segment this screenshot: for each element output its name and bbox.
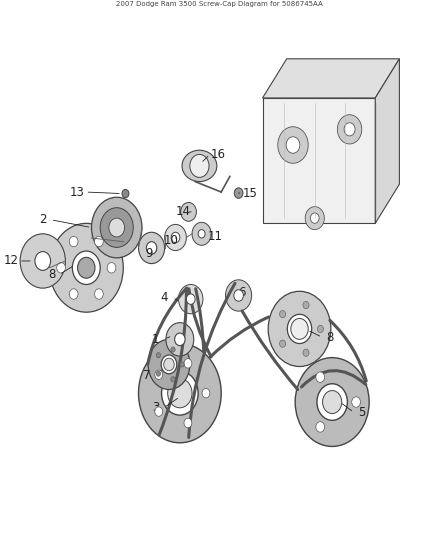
Circle shape (35, 252, 51, 270)
Circle shape (162, 371, 198, 415)
Circle shape (202, 389, 210, 398)
Polygon shape (262, 98, 375, 223)
Circle shape (311, 213, 319, 223)
Text: 5: 5 (358, 406, 365, 419)
Circle shape (156, 353, 161, 358)
Text: 13: 13 (70, 185, 85, 198)
Text: 15: 15 (243, 187, 258, 199)
Text: 9: 9 (146, 247, 153, 260)
Text: 11: 11 (208, 230, 223, 243)
Circle shape (344, 123, 355, 136)
Text: 7: 7 (144, 369, 151, 382)
Circle shape (95, 236, 103, 247)
Text: 14: 14 (176, 205, 191, 219)
Circle shape (109, 218, 124, 237)
Circle shape (148, 340, 190, 390)
Circle shape (57, 263, 65, 273)
Circle shape (78, 257, 95, 278)
Circle shape (138, 344, 221, 443)
Circle shape (95, 289, 103, 299)
Text: 12: 12 (4, 254, 18, 268)
Circle shape (287, 314, 312, 344)
Circle shape (171, 232, 180, 243)
Circle shape (190, 155, 209, 177)
Circle shape (107, 216, 126, 239)
Circle shape (165, 224, 187, 251)
Circle shape (69, 289, 78, 299)
Circle shape (226, 280, 252, 311)
Circle shape (323, 391, 342, 414)
Circle shape (352, 397, 360, 407)
Circle shape (337, 115, 362, 144)
Circle shape (316, 372, 325, 382)
Circle shape (171, 377, 175, 382)
Circle shape (171, 347, 175, 352)
Circle shape (72, 251, 100, 285)
Circle shape (155, 407, 162, 416)
Text: 8: 8 (326, 331, 334, 344)
Circle shape (175, 333, 185, 345)
Title: 2007 Dodge Ram 3500 Screw-Cap Diagram for 5086745AA: 2007 Dodge Ram 3500 Screw-Cap Diagram fo… (116, 2, 322, 7)
Circle shape (179, 285, 203, 314)
Text: 1: 1 (152, 333, 160, 346)
Polygon shape (375, 59, 399, 223)
Circle shape (138, 232, 165, 264)
Text: 4: 4 (161, 291, 168, 304)
Circle shape (164, 358, 174, 370)
Circle shape (278, 127, 308, 163)
Circle shape (184, 359, 192, 368)
Text: 3: 3 (152, 401, 159, 414)
Circle shape (295, 358, 369, 447)
Circle shape (268, 292, 331, 367)
Circle shape (100, 208, 133, 247)
Circle shape (291, 318, 308, 340)
Circle shape (49, 223, 123, 312)
Ellipse shape (182, 150, 217, 182)
Circle shape (279, 311, 286, 318)
Polygon shape (262, 59, 399, 98)
Circle shape (234, 290, 244, 301)
Circle shape (305, 207, 324, 230)
Circle shape (168, 378, 192, 408)
Text: 16: 16 (210, 148, 225, 161)
Circle shape (92, 197, 142, 258)
Circle shape (180, 362, 184, 367)
Circle shape (184, 418, 192, 427)
Text: 8: 8 (48, 268, 55, 281)
Circle shape (107, 263, 116, 273)
Circle shape (303, 301, 309, 309)
Circle shape (303, 349, 309, 357)
Circle shape (316, 422, 325, 432)
Circle shape (198, 230, 205, 238)
Circle shape (279, 340, 286, 348)
Circle shape (234, 188, 243, 198)
Circle shape (317, 384, 347, 421)
Text: 10: 10 (164, 233, 179, 247)
Circle shape (20, 234, 65, 288)
Circle shape (156, 371, 161, 376)
Circle shape (286, 137, 300, 153)
Text: 6: 6 (238, 286, 246, 299)
Circle shape (187, 294, 195, 304)
Circle shape (155, 370, 162, 379)
Circle shape (318, 325, 323, 333)
Circle shape (166, 322, 194, 356)
Circle shape (146, 241, 157, 254)
Circle shape (69, 236, 78, 247)
Circle shape (192, 222, 211, 245)
Text: 2: 2 (39, 213, 46, 226)
Circle shape (161, 355, 177, 374)
Circle shape (122, 189, 129, 198)
Circle shape (181, 203, 196, 221)
